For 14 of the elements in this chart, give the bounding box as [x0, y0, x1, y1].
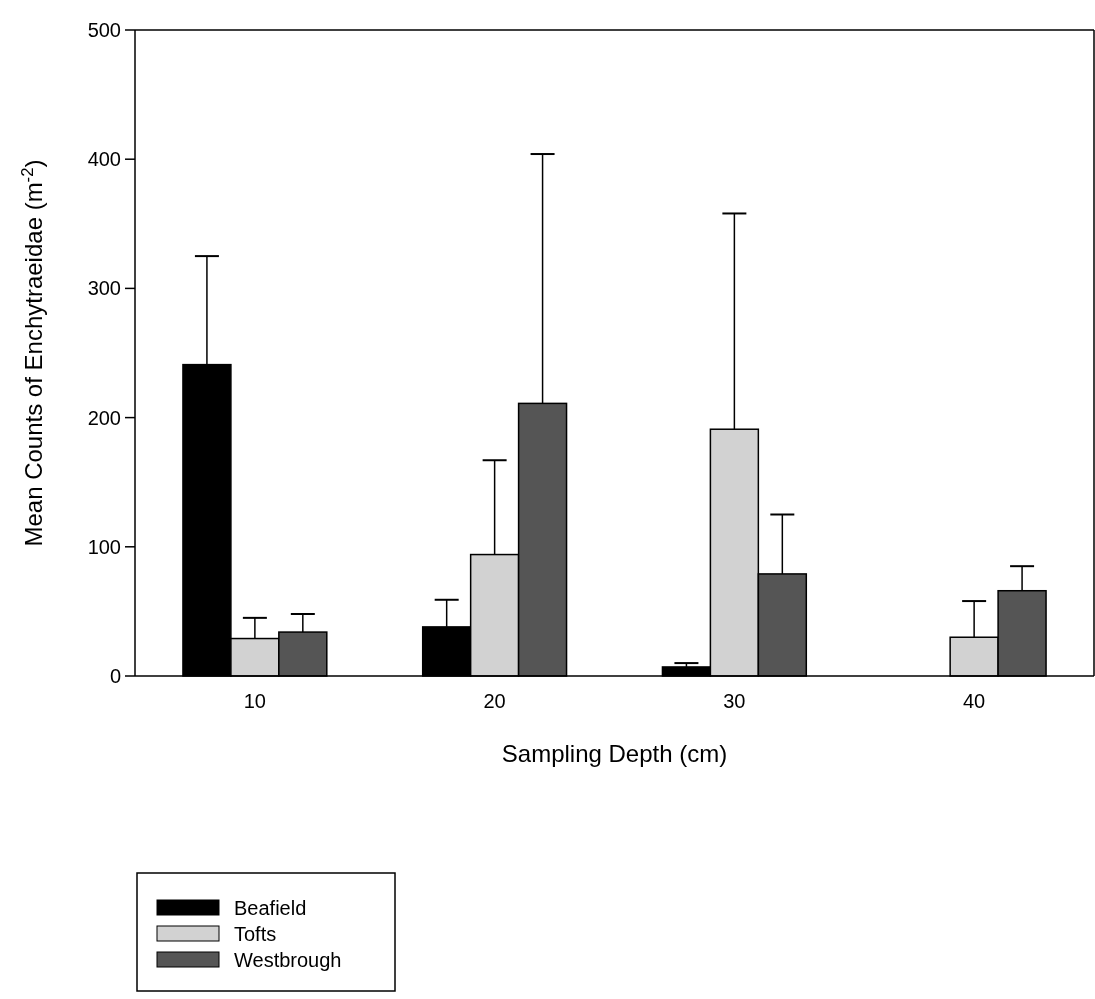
legend-label: Tofts [234, 923, 277, 945]
legend-label: Beafield [234, 897, 307, 919]
y-tick-label: 200 [87, 406, 121, 429]
x-tick-label: 30 [723, 690, 746, 712]
y-tick-label: 400 [87, 148, 121, 171]
x-tick-label: 20 [483, 690, 506, 712]
y-tick-label: 100 [87, 535, 121, 558]
y-tick-label: 300 [87, 277, 121, 300]
y-tick-label: 500 [87, 19, 121, 41]
y-tick-label: 0 [109, 665, 121, 687]
x-tick-label: 40 [963, 690, 986, 712]
x-axis-title: Sampling Depth (cm) [501, 740, 728, 767]
legend-label: Westbrough [234, 949, 342, 971]
x-tick-label: 10 [243, 690, 266, 712]
